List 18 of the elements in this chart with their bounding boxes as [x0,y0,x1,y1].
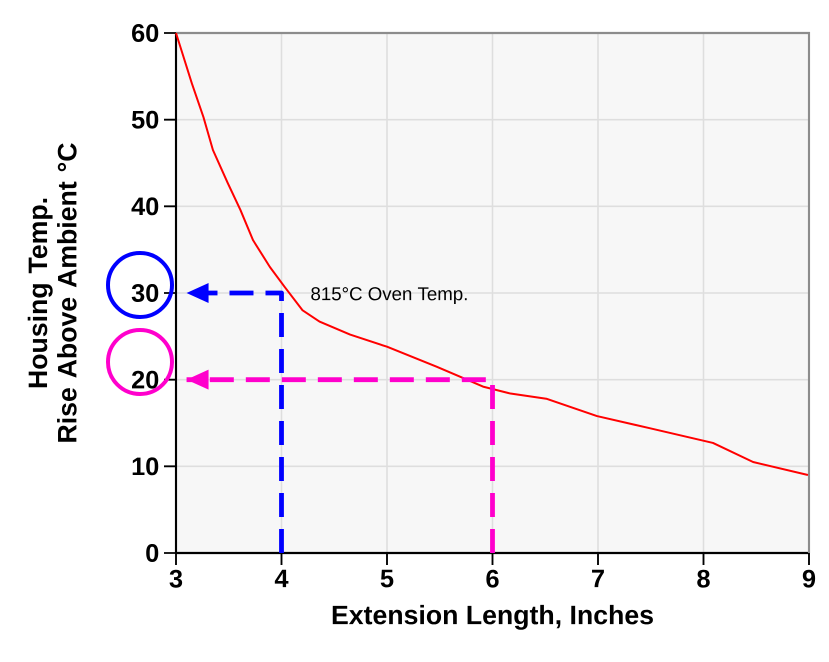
annotation: 815°C Oven Temp. [311,287,467,304]
x-tick-label: 4 [274,570,288,588]
x-tick-label: 9 [802,570,816,588]
y-tick-label: 20 [132,370,158,389]
y-tick-label: 0 [146,544,158,562]
y-tick-label: 10 [132,457,158,476]
x-tick-label: 5 [380,570,394,588]
x-tick-label: 8 [697,570,710,588]
x-tick-label: 6 [486,570,499,588]
y-tick-label: 40 [131,197,158,216]
y-axis-title: Housing Temp. Rise Above Ambient °C [28,143,77,442]
y-tick-label: 60 [132,24,158,42]
y-tick-label: 30 [132,284,158,302]
line-series [175,32,809,476]
y-tick-label: 50 [132,110,158,129]
x-tick-label: 7 [592,570,604,588]
x-tick-label: 3 [170,570,182,588]
x-axis-title: Extension Length, Inches [332,604,653,630]
